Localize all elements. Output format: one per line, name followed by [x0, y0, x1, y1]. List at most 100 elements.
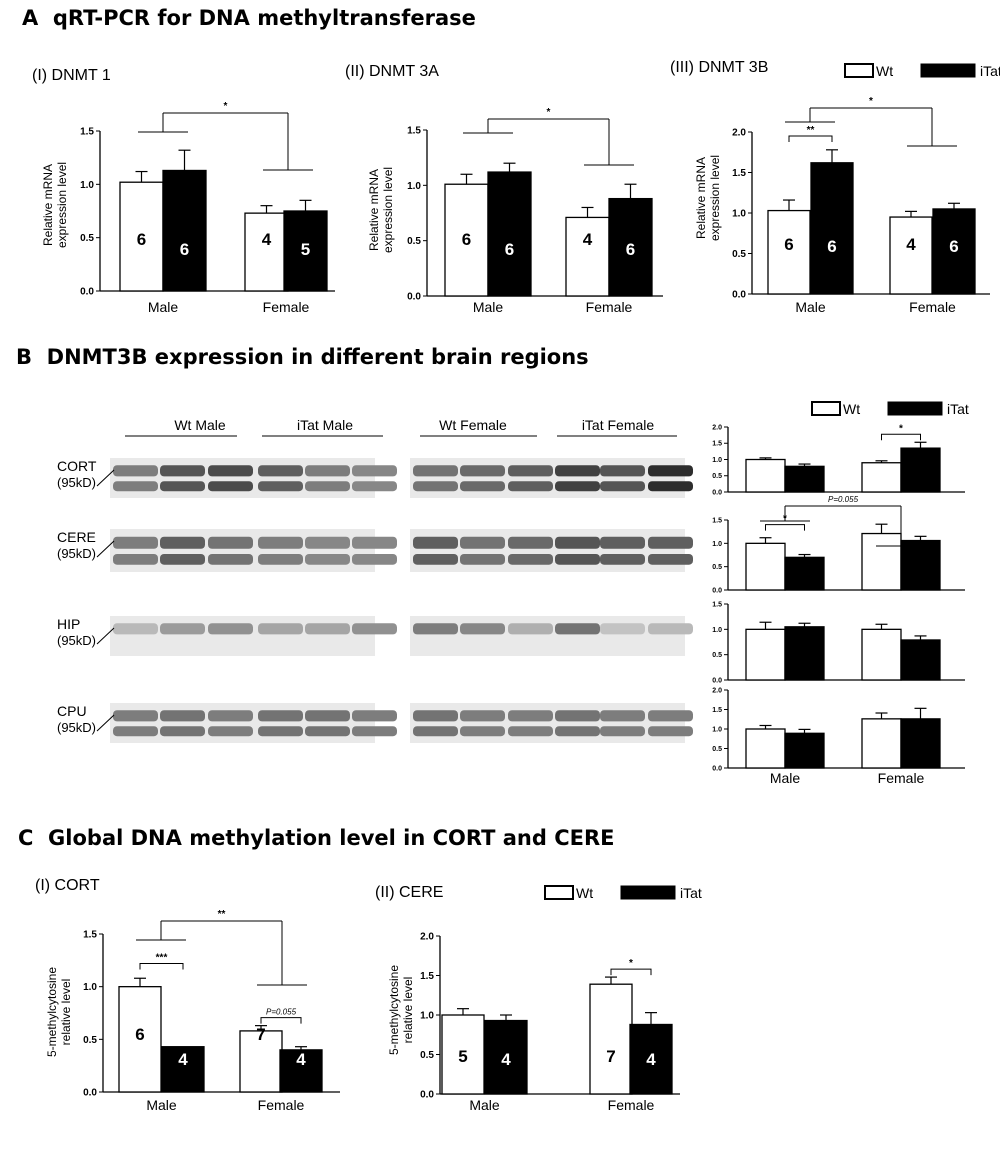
bar-wt: [589, 983, 633, 1095]
blot-band-lower: [258, 481, 303, 492]
blot-row-cort: CORT(95kD): [57, 458, 693, 498]
y-tick-label: 1.0: [420, 1011, 434, 1022]
group-comparison: **: [136, 909, 307, 986]
y-axis-label-line: Relative mRNA: [41, 164, 55, 246]
blot-region-label: CORT: [57, 458, 97, 474]
blot-band-upper: [352, 710, 397, 722]
y-tick-label: 1.0: [80, 180, 94, 191]
bar-itat: [162, 169, 207, 292]
blot-band-upper: [258, 623, 303, 635]
blot-membrane-right: [410, 616, 685, 656]
blot-region-label: CERE: [57, 529, 96, 545]
y-tick-label: 0.0: [407, 292, 421, 303]
bar-itat: [784, 732, 825, 769]
blot-label-pointer: [96, 627, 115, 645]
bar-wt: [745, 728, 786, 769]
bar-itat: [900, 718, 941, 769]
blot-band-lower: [600, 726, 645, 737]
blot-band-upper: [258, 710, 303, 722]
section-a-heading: A qRT-PCR for DNA methyltransferase: [22, 6, 476, 30]
y-tick-label: 0.0: [712, 677, 722, 684]
n-label: 4: [296, 1050, 306, 1069]
blot-region-label: HIP: [57, 616, 80, 632]
significance-bracket: [610, 968, 652, 976]
blot-membrane-right: [410, 529, 685, 572]
blot-band-upper: [208, 536, 253, 549]
bar-wt: [444, 183, 489, 297]
significance-label: *: [899, 423, 903, 434]
n-label: 4: [262, 230, 272, 249]
bar-itat: [161, 1046, 205, 1093]
y-axis-label: 5-methylcytosinerelative level: [387, 965, 415, 1055]
blot-band-lower: [508, 553, 553, 565]
blot-band-lower: [648, 726, 693, 737]
blot-mw-label: (95kD): [57, 546, 96, 561]
bar-itat: [900, 447, 941, 493]
blot-group-label: Wt Female: [439, 417, 507, 433]
significance-label: *: [224, 101, 228, 112]
blot-band-lower: [600, 481, 645, 492]
blot-band-upper: [160, 465, 205, 477]
blot-band-upper: [508, 465, 553, 477]
y-tick-label: 0.0: [732, 290, 746, 301]
legend-swatch-itat: [887, 401, 943, 416]
y-axis-label-line: relative level: [401, 977, 415, 1044]
n-label: 6: [180, 240, 189, 259]
y-tick-label: 0.0: [712, 489, 722, 496]
blot-band-lower: [555, 481, 600, 492]
bar-wt: [861, 462, 902, 493]
blot-band-upper: [258, 536, 303, 549]
western-blot: Wt Male iTat Male Wt Female iTat Female CORT…: [57, 417, 693, 743]
y-axis-label: 5-methylcytosinerelative level: [45, 967, 73, 1057]
panel-label: (II) CERE: [375, 884, 443, 901]
category-label: Female: [258, 1097, 305, 1113]
y-tick-label: 1.5: [80, 127, 94, 138]
blot-band-lower: [460, 726, 505, 737]
blot-membrane-left: [110, 529, 375, 572]
category-label: Male: [473, 299, 504, 315]
significance-bracket: [260, 1017, 302, 1024]
bar-itat: [283, 210, 328, 292]
bar-itat: [810, 162, 854, 295]
blot-band-lower: [352, 553, 397, 565]
blot-membrane-right: [410, 703, 685, 743]
y-tick-label: 0.5: [712, 473, 722, 480]
blot-group-label: Wt Male: [174, 417, 226, 433]
chart-a-i: 0.0 0.5 1.0 1.5 (I) DNMT 1 Relative mRNAexpre…: [32, 67, 335, 315]
bar-wt: [239, 1030, 283, 1093]
legend-swatch-itat: [620, 885, 676, 900]
blot-mw-label: (95kD): [57, 633, 96, 648]
n-label: 4: [646, 1050, 656, 1069]
bar-itat: [900, 539, 941, 591]
blot-band-lower: [160, 481, 205, 492]
bar-wt: [767, 209, 811, 295]
n-label: 4: [906, 235, 916, 254]
significance-bracket: [788, 135, 833, 143]
blot-band-upper: [555, 536, 600, 549]
blot-band-upper: [258, 465, 303, 477]
blot-band-upper: [113, 465, 158, 477]
blot-band-upper: [648, 536, 693, 549]
significance-bracket: [765, 524, 805, 531]
chart-a-iii: 0.0 0.5 1.0 1.5 2.0 (III) DNMT 3B Relative mRN…: [670, 59, 990, 315]
blot-band-lower: [648, 553, 693, 565]
y-axis-label-line: Relative mRNA: [367, 169, 381, 251]
blot-band-lower: [305, 726, 350, 737]
bar-itat: [784, 556, 825, 591]
chart-b-hip: 0.0 0.5 1.0 1.5: [712, 601, 965, 684]
y-tick-label: 0.5: [80, 233, 94, 244]
y-tick-label: 1.0: [712, 726, 722, 733]
blot-band-lower: [460, 553, 505, 565]
bar-itat: [900, 639, 941, 681]
bar-wt: [861, 718, 902, 769]
blot-band-lower: [113, 553, 158, 565]
section-b-title: DNMT3B expression in different brain reg…: [46, 345, 589, 369]
y-tick-label: 1.0: [712, 627, 722, 634]
y-tick-label: 1.0: [712, 541, 722, 548]
blot-band-upper: [555, 710, 600, 722]
y-tick-label: 1.5: [712, 707, 722, 714]
y-tick-label: 0.0: [80, 287, 94, 298]
panel-label: (II) DNMT 3A: [345, 63, 439, 80]
category-label: Male: [146, 1097, 177, 1113]
blot-band-lower: [555, 726, 600, 737]
